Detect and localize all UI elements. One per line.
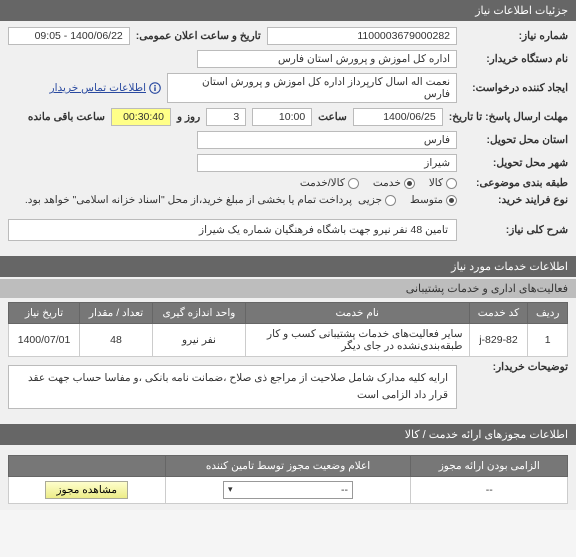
status-select[interactable]: -- ▾ bbox=[223, 481, 353, 499]
th-mandatory: الزامی بودن ارائه مجوز bbox=[411, 455, 568, 476]
select-value: -- bbox=[341, 484, 348, 496]
label-req-no: شماره نیاز: bbox=[463, 30, 568, 42]
th-name: نام خدمت bbox=[245, 303, 469, 324]
label-need-title: شرح کلی نیاز: bbox=[463, 224, 568, 236]
radio-goods[interactable]: کالا bbox=[429, 177, 457, 189]
radio-service-label: خدمت bbox=[373, 177, 401, 189]
services-header: اطلاعات خدمات مورد نیاز bbox=[0, 256, 576, 277]
radio-icon bbox=[404, 178, 415, 189]
view-permit-button[interactable]: مشاهده مجوز bbox=[45, 481, 128, 499]
th-qty: تعداد / مقدار bbox=[80, 303, 153, 324]
field-remain: 00:30:40 bbox=[111, 108, 171, 126]
field-deadline-time: 10:00 bbox=[252, 108, 312, 126]
permits-table: الزامی بودن ارائه مجوز اعلام وضعیت مجوز … bbox=[8, 455, 568, 504]
label-deadline: مهلت ارسال پاسخ: تا تاریخ: bbox=[449, 111, 568, 123]
cell-code: 829-82-j bbox=[469, 324, 528, 357]
radio-service[interactable]: خدمت bbox=[373, 177, 415, 189]
table-row: -- -- ▾ مشاهده مجوز bbox=[9, 476, 568, 503]
radio-both-label: کالا/خدمت bbox=[300, 177, 345, 189]
radio-medium-label: متوسط bbox=[410, 194, 443, 206]
info-icon bbox=[149, 82, 161, 94]
radio-icon bbox=[348, 178, 359, 189]
label-buyer-notes: توضیحات خریدار: bbox=[463, 361, 568, 373]
field-days: 3 bbox=[206, 108, 246, 126]
page-header: جزئیات اطلاعات نیاز bbox=[0, 0, 576, 21]
label-city: شهر محل تحویل: bbox=[463, 157, 568, 169]
label-creator: ایجاد کننده درخواست: bbox=[463, 82, 568, 94]
th-code: کد خدمت bbox=[469, 303, 528, 324]
label-announce: تاریخ و ساعت اعلان عمومی: bbox=[136, 30, 261, 42]
th-status: اعلام وضعیت مجوز توسط تامین کننده bbox=[165, 455, 411, 476]
radio-partial[interactable]: جزیی bbox=[358, 194, 396, 206]
cell-name: سایر فعالیت‌های خدمات پشتیبانی کسب و کار… bbox=[245, 324, 469, 357]
radio-icon bbox=[446, 178, 457, 189]
cell-row: 1 bbox=[528, 324, 568, 357]
services-table: ردیف کد خدمت نام خدمت واحد اندازه گیری ت… bbox=[8, 302, 568, 357]
radio-medium[interactable]: متوسط bbox=[410, 194, 457, 206]
label-days: روز و bbox=[177, 111, 200, 123]
field-need-title: تامین 48 نفر نیرو جهت باشگاه فرهنگیان شم… bbox=[8, 219, 457, 241]
cell-date: 1400/07/01 bbox=[9, 324, 80, 357]
cell-action: مشاهده مجوز bbox=[9, 476, 166, 503]
radio-icon bbox=[446, 195, 457, 206]
field-buyer-notes: ارایه کلیه مدارک شامل صلاحیت از مراجع ذی… bbox=[8, 365, 457, 409]
link-buyer-contact-text: اطلاعات تماس خریدار bbox=[50, 82, 146, 94]
purchase-note: پرداخت تمام یا بخشی از مبلغ خرید،از محل … bbox=[25, 194, 352, 206]
services-sub: فعالیت‌های اداری و خدمات پشتیبانی bbox=[0, 279, 576, 298]
permits-header: اطلاعات مجوزهای ارائه خدمت / کالا bbox=[0, 424, 576, 445]
chevron-down-icon: ▾ bbox=[228, 484, 233, 495]
radio-both[interactable]: کالا/خدمت bbox=[300, 177, 359, 189]
field-req-no: 1100003679000282 bbox=[267, 27, 457, 45]
radio-partial-label: جزیی bbox=[358, 194, 382, 206]
th-row: ردیف bbox=[528, 303, 568, 324]
field-announce: 1400/06/22 - 09:05 bbox=[8, 27, 130, 45]
radio-group-classify: کالا خدمت کالا/خدمت bbox=[300, 177, 457, 189]
link-buyer-contact[interactable]: اطلاعات تماس خریدار bbox=[50, 82, 161, 94]
field-buyer: اداره کل اموزش و پرورش استان فارس bbox=[197, 50, 457, 68]
label-remain: ساعت باقی مانده bbox=[28, 111, 105, 123]
label-province: استان محل تحویل: bbox=[463, 134, 568, 146]
cell-qty: 48 bbox=[80, 324, 153, 357]
label-time: ساعت bbox=[318, 111, 347, 123]
radio-group-purchase: متوسط جزیی bbox=[358, 194, 457, 206]
label-buyer: نام دستگاه خریدار: bbox=[463, 53, 568, 65]
field-city: شیراز bbox=[197, 154, 457, 172]
radio-goods-label: کالا bbox=[429, 177, 443, 189]
cell-unit: نفر نیرو bbox=[152, 324, 245, 357]
label-purchase-type: نوع فرایند خرید: bbox=[463, 194, 568, 206]
field-province: فارس bbox=[197, 131, 457, 149]
th-date: تاریخ نیاز bbox=[9, 303, 80, 324]
radio-icon bbox=[385, 195, 396, 206]
field-deadline-date: 1400/06/25 bbox=[353, 108, 443, 126]
label-classify: طبقه بندی موضوعی: bbox=[463, 177, 568, 189]
th-unit: واحد اندازه گیری bbox=[152, 303, 245, 324]
cell-status: -- ▾ bbox=[165, 476, 411, 503]
table-row: 1 829-82-j سایر فعالیت‌های خدمات پشتیبان… bbox=[9, 324, 568, 357]
cell-mandatory: -- bbox=[411, 476, 568, 503]
field-creator: نعمت اله اسال کارپرداز اداره کل اموزش و … bbox=[167, 73, 457, 103]
th-action bbox=[9, 455, 166, 476]
